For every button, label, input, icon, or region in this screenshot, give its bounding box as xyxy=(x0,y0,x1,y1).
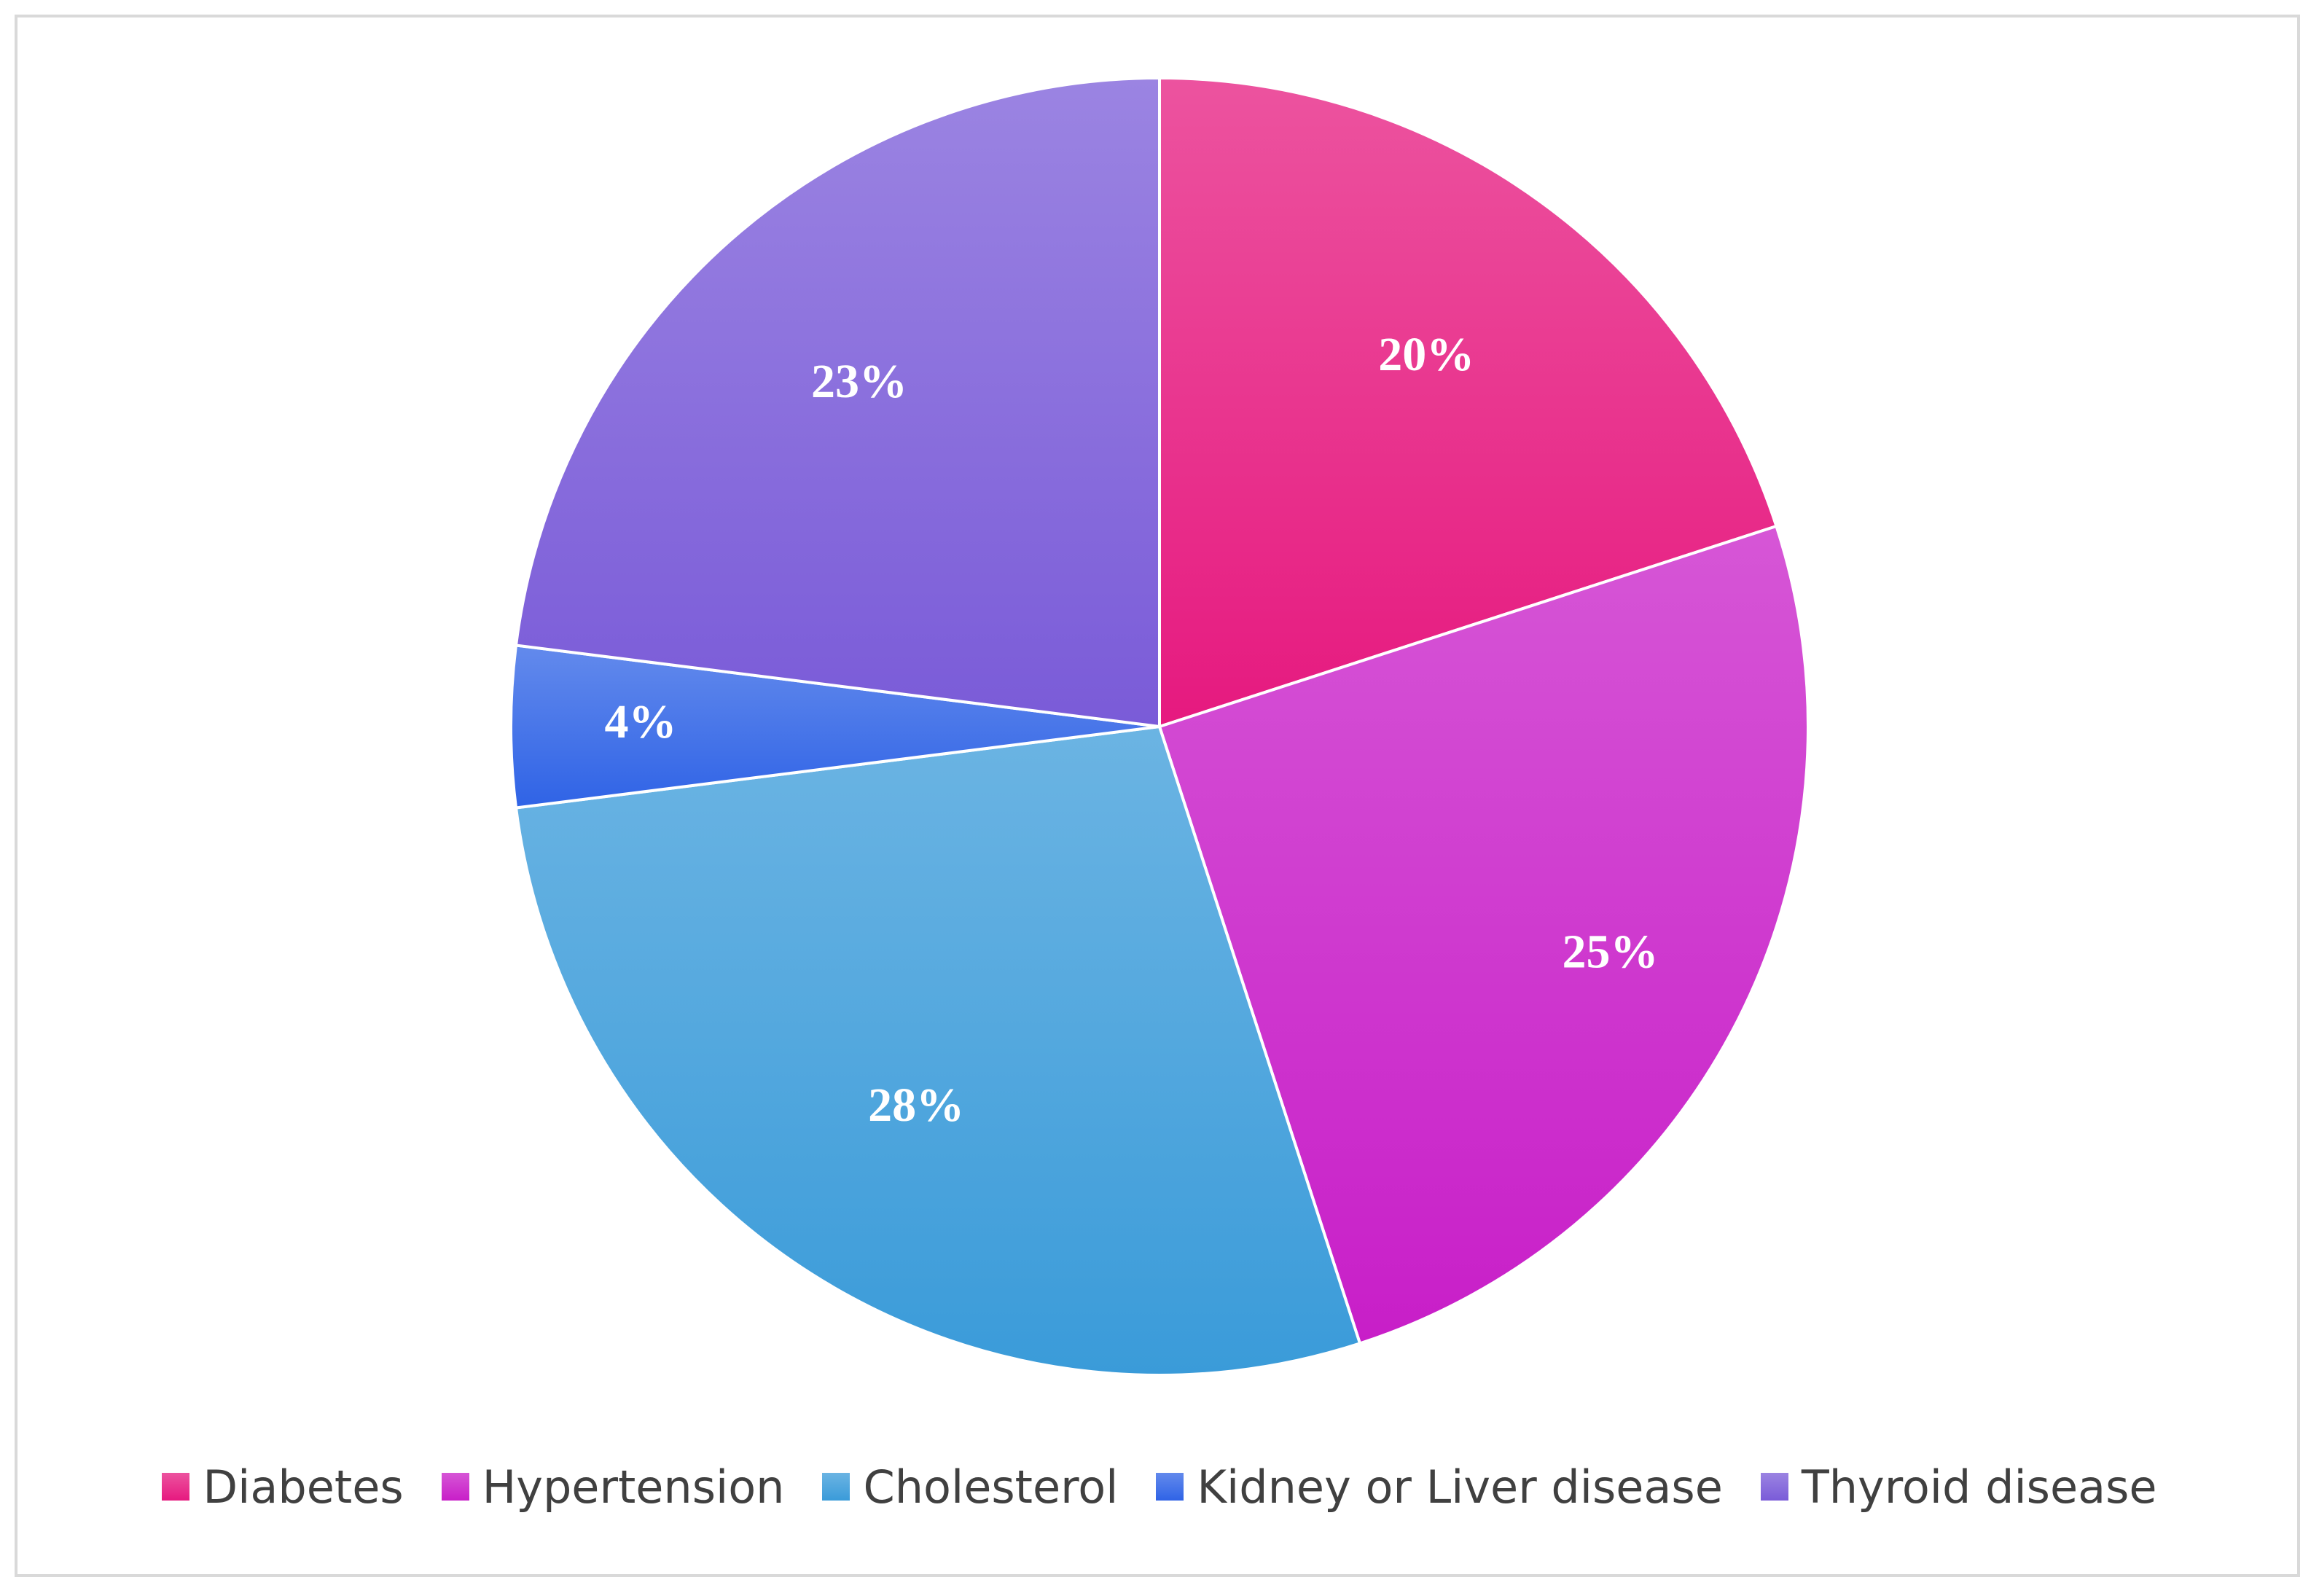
pie-slice-diabetes xyxy=(1158,76,1778,729)
legend-label: Hypertension xyxy=(482,1460,785,1514)
data-label-thyroid-disease: 23% xyxy=(811,355,907,408)
legend-label: Diabetes xyxy=(203,1460,404,1514)
pie-slice-hypertension xyxy=(1157,524,1810,1345)
legend-swatch xyxy=(441,1473,469,1501)
legend-item-cholesterol: Cholesterol xyxy=(822,1460,1118,1514)
legend-swatch xyxy=(1156,1473,1184,1501)
legend-item-diabetes: Diabetes xyxy=(162,1460,404,1514)
legend-swatch xyxy=(822,1473,850,1501)
legend-item-hypertension: Hypertension xyxy=(441,1460,785,1514)
legend-item-thyroid-disease: Thyroid disease xyxy=(1760,1460,2157,1514)
legend-swatch xyxy=(1760,1473,1788,1501)
data-label-kidney-or-liver-disease: 4% xyxy=(605,695,677,748)
legend: Diabetes Hypertension Cholesterol Kidney or… xyxy=(0,1454,2319,1519)
pie-slice-thyroid-disease xyxy=(514,76,1161,729)
legend-label: Thyroid disease xyxy=(1801,1460,2157,1514)
data-label-cholesterol: 28% xyxy=(868,1079,964,1132)
legend-swatch xyxy=(162,1473,190,1501)
pie-slice-cholesterol xyxy=(514,724,1362,1377)
legend-label: Kidney or Liver disease xyxy=(1197,1460,1723,1514)
pie-slice-kidney-or-liver-disease xyxy=(509,644,1160,810)
data-label-diabetes: 20% xyxy=(1378,328,1474,381)
data-label-hypertension: 25% xyxy=(1563,925,1659,978)
legend-label: Cholesterol xyxy=(863,1460,1119,1514)
legend-item-kidney-or-liver-disease: Kidney or Liver disease xyxy=(1156,1460,1723,1514)
